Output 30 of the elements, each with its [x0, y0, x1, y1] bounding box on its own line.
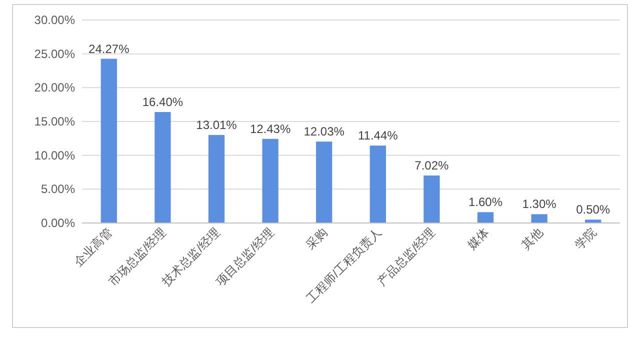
y-tick-label: 15.00%: [34, 114, 76, 128]
x-tick-label: 采购: [303, 225, 330, 252]
y-tick-label: 20.00%: [34, 80, 76, 95]
data-label: 11.44%: [358, 128, 398, 143]
bar: [531, 214, 548, 223]
data-label: 16.40%: [142, 95, 184, 110]
y-tick-label: 25.00%: [34, 46, 76, 61]
bar: [477, 212, 494, 223]
data-label: 24.27%: [88, 42, 130, 56]
data-label: 7.02%: [414, 158, 450, 172]
x-tick-label: 媒体: [464, 225, 492, 252]
bar: [262, 138, 278, 223]
bar: [100, 58, 117, 223]
bar: [370, 146, 386, 223]
data-label: 13.01%: [196, 118, 238, 132]
data-label: 12.03%: [304, 124, 345, 139]
bar: [316, 142, 332, 223]
y-tick-label: 10.00%: [34, 148, 76, 162]
data-label: 0.50%: [576, 202, 610, 217]
data-label: 12.43%: [250, 122, 291, 136]
y-tick-label: 5.00%: [40, 182, 76, 196]
bar: [154, 112, 171, 223]
bar: [424, 176, 440, 223]
data-label: 1.60%: [468, 195, 503, 210]
bar: [208, 134, 225, 223]
y-tick-label: 30.00%: [34, 13, 76, 27]
data-label: 1.30%: [522, 197, 557, 212]
y-tick-label: 0.00%: [40, 216, 76, 230]
x-tick-label: 其他: [518, 225, 546, 252]
x-tick-label: 学院: [572, 225, 600, 252]
